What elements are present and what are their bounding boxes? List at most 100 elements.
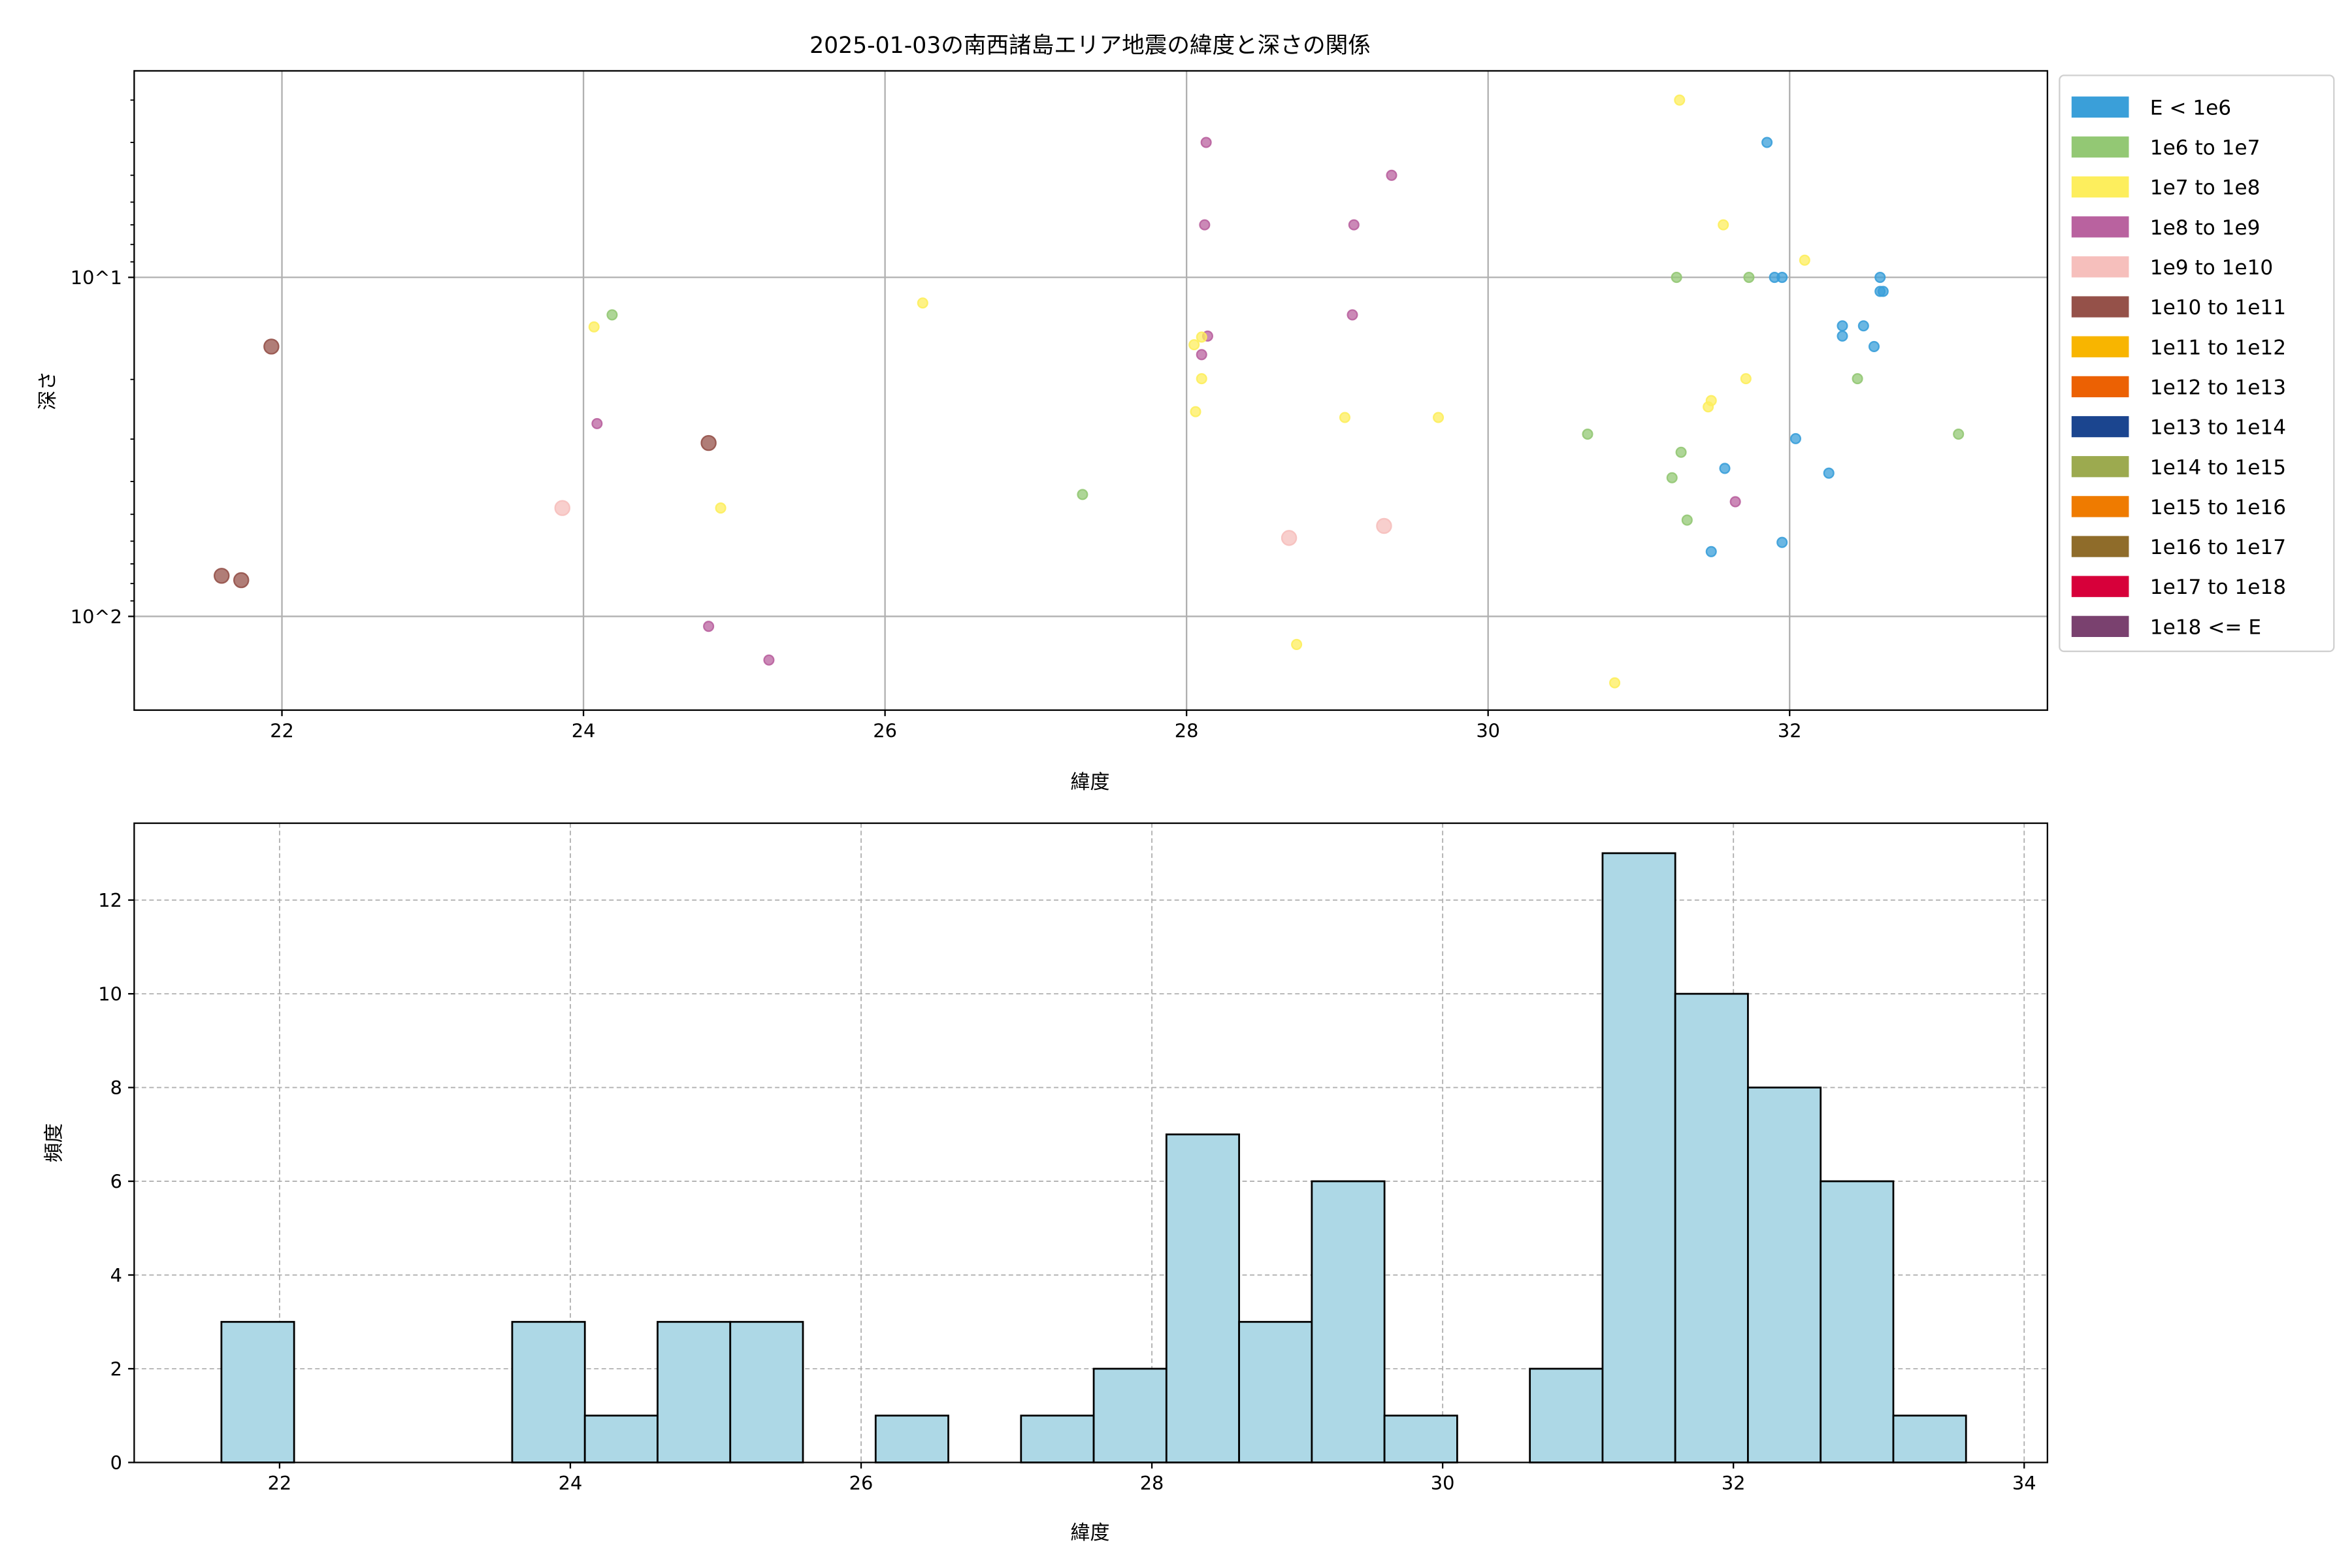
scatter-point xyxy=(554,500,571,516)
legend-swatch xyxy=(2071,456,2129,478)
scatter-point xyxy=(1681,514,1693,526)
histogram-bar xyxy=(1529,1367,1604,1463)
scatter-x-tick-label: 30 xyxy=(1476,719,1500,742)
scatter-point xyxy=(1347,309,1358,321)
histogram-bar xyxy=(1092,1367,1168,1463)
scatter-point xyxy=(1823,467,1835,479)
histogram-bar xyxy=(583,1414,659,1463)
legend-swatch xyxy=(2071,576,2129,597)
legend-swatch xyxy=(2071,96,2129,118)
scatter-point xyxy=(213,568,230,584)
histogram-x-tick-label: 28 xyxy=(1140,1472,1164,1494)
scatter-point xyxy=(1432,412,1445,423)
legend-swatch xyxy=(2071,296,2129,318)
scatter-point xyxy=(1837,320,1848,332)
histogram-bar xyxy=(511,1320,586,1463)
histogram-bars xyxy=(220,852,1967,1463)
histogram-bar xyxy=(1674,992,1749,1463)
legend-swatch xyxy=(2071,336,2129,357)
legend-swatch xyxy=(2071,416,2129,438)
histogram-bar xyxy=(1383,1414,1458,1463)
scatter-point xyxy=(700,434,717,451)
histogram-bar xyxy=(1238,1320,1313,1463)
histogram-bar xyxy=(1892,1414,1967,1463)
histogram-y-label: 頻度 xyxy=(42,1123,65,1162)
scatter-point xyxy=(1874,271,1886,284)
legend-label: 1e15 to 1e16 xyxy=(2150,496,2286,519)
legend-label: 1e12 to 1e13 xyxy=(2150,376,2286,399)
legend-frame xyxy=(2059,74,2335,653)
scatter-y-label: 深さ xyxy=(37,371,59,410)
scatter-point xyxy=(1799,254,1810,266)
histogram-x-tick-label: 26 xyxy=(849,1472,874,1494)
histogram-x-label: 緯度 xyxy=(1070,1522,1109,1544)
histogram-y-tick-label: 10 xyxy=(98,983,122,1005)
scatter-x-tick-label: 24 xyxy=(572,719,596,742)
scatter-point xyxy=(1675,446,1687,458)
scatter-point xyxy=(1671,271,1682,284)
legend-label: 1e17 to 1e18 xyxy=(2150,576,2286,599)
scatter-point xyxy=(1857,320,1869,332)
scatter-ticks: 22 24 26 28 30 32 10^1 10^2 xyxy=(71,99,1802,742)
scatter-point xyxy=(1868,340,1880,352)
scatter-x-tick-label: 22 xyxy=(270,719,294,742)
histogram-y-tick-label: 12 xyxy=(98,889,122,911)
histogram-y-tick-label: 8 xyxy=(110,1077,122,1099)
scatter-point xyxy=(1674,94,1686,106)
scatter-point xyxy=(1200,137,1212,148)
scatter-x-label: 緯度 xyxy=(1070,771,1109,794)
scatter-point xyxy=(1376,517,1392,534)
scatter-title: 2025-01-03の南西諸島エリア地震の緯度と深さの関係 xyxy=(809,33,1371,59)
histogram-x-tick-label: 34 xyxy=(2012,1472,2036,1494)
scatter-point xyxy=(1877,286,1889,297)
scatter-point xyxy=(1729,496,1741,508)
legend-swatch xyxy=(2071,136,2129,158)
scatter-point xyxy=(1077,489,1088,500)
scatter-point xyxy=(1199,219,1211,231)
scatter-point xyxy=(1386,169,1397,181)
histogram-y-tick-label: 4 xyxy=(110,1264,122,1286)
scatter-point xyxy=(1196,331,1207,343)
scatter-point xyxy=(1196,373,1207,385)
histogram-bar xyxy=(1165,1133,1240,1463)
legend-label: 1e18 <= E xyxy=(2150,615,2261,639)
scatter-point xyxy=(1719,463,1731,474)
scatter-point xyxy=(763,654,775,666)
scatter-point xyxy=(1703,401,1714,413)
scatter-grid xyxy=(134,71,2048,710)
scatter-points xyxy=(213,94,1965,689)
legend-label: 1e13 to 1e14 xyxy=(2150,416,2286,440)
scatter-point xyxy=(703,621,715,632)
scatter-x-tick-label: 32 xyxy=(1778,719,1802,742)
scatter-point xyxy=(1705,546,1717,557)
histogram-y-tick-label: 2 xyxy=(110,1358,122,1380)
scatter-point xyxy=(1953,428,1965,440)
legend-label: 1e11 to 1e12 xyxy=(2150,336,2286,359)
histogram-y-tick-label: 6 xyxy=(110,1170,122,1192)
scatter-point xyxy=(1281,530,1298,546)
scatter-point xyxy=(1837,330,1848,342)
scatter-point xyxy=(1718,219,1729,231)
histogram-bar xyxy=(729,1320,804,1463)
scatter-point xyxy=(1582,428,1593,440)
legend-label: 1e6 to 1e7 xyxy=(2150,137,2261,160)
scatter-axes-frame xyxy=(133,70,2048,711)
scatter-y-tick-label: 10^2 xyxy=(71,606,122,628)
legend-label: 1e7 to 1e8 xyxy=(2150,176,2261,200)
histogram-axes-frame xyxy=(133,822,2048,1463)
scatter-point xyxy=(1852,373,1863,385)
scatter-point xyxy=(606,309,618,321)
legend-swatch xyxy=(2071,496,2129,517)
histogram-x-tick-label: 32 xyxy=(1722,1472,1746,1494)
scatter-x-tick-label: 28 xyxy=(1175,719,1199,742)
scatter-point xyxy=(1740,373,1752,385)
scatter-point xyxy=(917,297,928,309)
scatter-point xyxy=(1666,472,1678,483)
legend-label: 1e10 to 1e11 xyxy=(2150,296,2286,319)
scatter-point xyxy=(1609,677,1621,689)
histogram-bar xyxy=(1747,1086,1822,1463)
legend-label: 1e8 to 1e9 xyxy=(2150,216,2261,240)
scatter-point xyxy=(1776,536,1788,548)
